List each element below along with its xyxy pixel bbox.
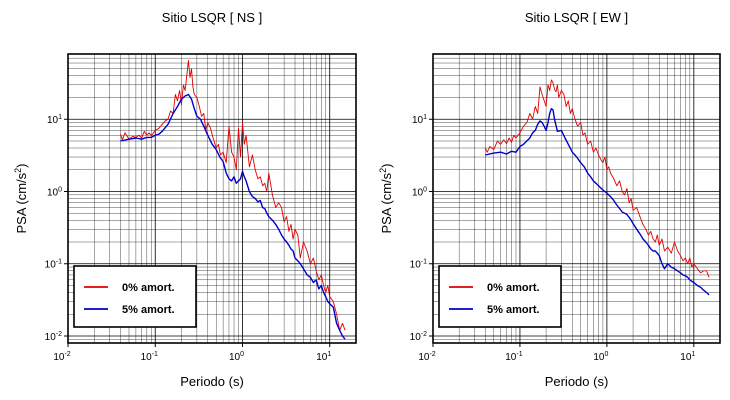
series-line-damped [485, 107, 710, 296]
plot-frame [67, 53, 357, 344]
x-tick-label: 100 [593, 351, 608, 363]
y-axis-label: PSA (cm/s2) [13, 163, 29, 233]
legend: 0% amort. 5% amort. [438, 265, 562, 328]
chart-ns: 10-2 10-1 100 101 10-2 10-1 100 101 Sitio LSQR [… [13, 10, 357, 389]
legend-label: 0% amort. [122, 282, 175, 294]
x-tick-label: 10-2 [418, 351, 435, 363]
y-tick-label: 10-1 [45, 259, 62, 271]
y-tick-label: 100 [47, 186, 62, 198]
legend-label: 0% amort. [487, 282, 540, 294]
series-line-damped [120, 93, 346, 340]
x-axis-label: Periodo (s) [545, 374, 609, 389]
x-tick-label: 101 [316, 351, 331, 363]
x-tick-label: 101 [680, 351, 695, 363]
legend-box [73, 265, 197, 328]
y-axis-label: PSA (cm/s2) [378, 163, 394, 233]
chart-title: Sitio LSQR [ NS ] [162, 10, 262, 25]
plot-frame [432, 53, 721, 344]
x-tick-label: 100 [229, 351, 244, 363]
x-tick-label: 10-2 [53, 351, 70, 363]
chart-title: Sitio LSQR [ EW ] [525, 10, 628, 25]
y-tick-label: 101 [412, 114, 427, 126]
legend: 0% amort. 5% amort. [73, 265, 197, 328]
series-line-undamped [120, 60, 346, 331]
series-line-undamped [484, 79, 710, 278]
y-tick-label: 10-2 [45, 331, 62, 343]
y-tick-label: 101 [47, 114, 62, 126]
y-tick-label: 10-2 [410, 331, 427, 343]
x-axis-label: Periodo (s) [180, 374, 244, 389]
x-tick-label: 10-1 [505, 351, 522, 363]
legend-box [438, 265, 562, 328]
y-tick-label: 10-1 [410, 259, 427, 271]
legend-label: 5% amort. [487, 304, 540, 316]
x-tick-label: 10-1 [141, 351, 158, 363]
legend-label: 5% amort. [122, 304, 175, 316]
y-tick-label: 100 [412, 186, 427, 198]
chart-ew: 10-2 10-1 100 101 10-2 10-1 100 101 Sitio LSQR [… [378, 10, 721, 389]
